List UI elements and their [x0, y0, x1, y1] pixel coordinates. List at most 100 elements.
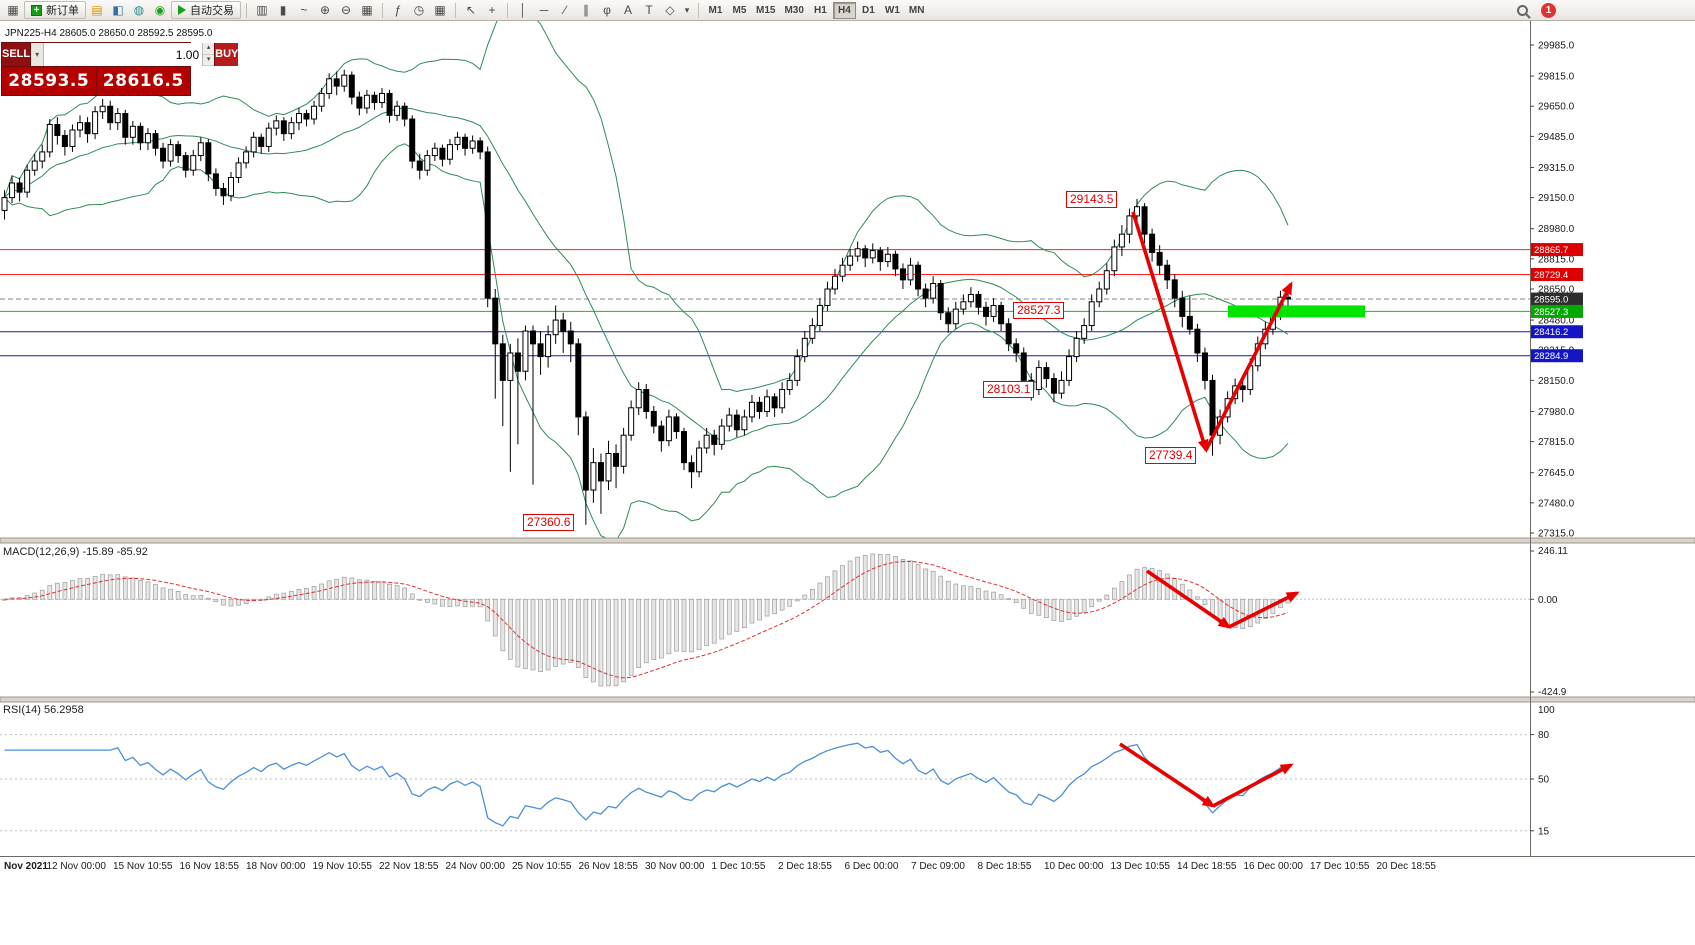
svg-text:8 Dec 18:55: 8 Dec 18:55 [978, 861, 1032, 872]
svg-text:16 Dec 00:00: 16 Dec 00:00 [1244, 861, 1304, 872]
hlines-layer [0, 249, 1530, 357]
channel-icon[interactable]: ∥ [583, 2, 589, 17]
navigator-icon[interactable]: ◍ [133, 2, 145, 17]
svg-text:27480.0: 27480.0 [1538, 498, 1575, 509]
candlestick-icon[interactable]: ▮ [279, 2, 287, 17]
svg-text:Nov 2021: Nov 2021 [4, 861, 48, 872]
one-click-trading-panel: SELL ▾ ▴▾ BUY 28593.5 28616.5 [1, 42, 239, 96]
svg-text:29815.0: 29815.0 [1538, 72, 1575, 83]
svg-text:17 Dec 10:55: 17 Dec 10:55 [1310, 861, 1370, 872]
toolbar-separator [455, 2, 456, 18]
text-icon[interactable]: A [623, 2, 632, 17]
svg-text:28150.0: 28150.0 [1538, 376, 1575, 387]
line-chart-icon[interactable]: ~ [300, 2, 308, 17]
timeframe-m1[interactable]: M1 [704, 2, 727, 19]
vertical-line-icon[interactable]: │ [519, 2, 527, 17]
templates-icon[interactable]: ▦ [434, 2, 446, 17]
svg-text:28815.0: 28815.0 [1538, 254, 1575, 265]
svg-text:18 Nov 00:00: 18 Nov 00:00 [246, 861, 306, 872]
timeframe-d1[interactable]: D1 [857, 2, 880, 19]
spin-up-icon[interactable]: ▴ [203, 43, 215, 55]
trendline-icon[interactable]: ∕ [563, 2, 566, 17]
zone-layer [1228, 305, 1365, 318]
timeframe-mn[interactable]: MN [905, 2, 929, 19]
svg-text:29150.0: 29150.0 [1538, 193, 1575, 204]
timeframe-m15[interactable]: M15 [752, 2, 779, 19]
new-order-label: 新订单 [46, 5, 79, 17]
fibonacci-icon[interactable]: φ [603, 2, 611, 17]
horizontal-line-icon[interactable]: ─ [539, 2, 549, 17]
svg-text:19 Nov 10:55: 19 Nov 10:55 [313, 861, 373, 872]
menu-icon[interactable]: ▦ [7, 2, 19, 17]
svg-text:246.11: 246.11 [1538, 546, 1568, 557]
timeframe-m5[interactable]: M5 [728, 2, 751, 19]
svg-text:28284.9: 28284.9 [1534, 351, 1568, 362]
svg-text:28865.7: 28865.7 [1534, 245, 1568, 256]
timeframe-w1[interactable]: W1 [881, 2, 904, 19]
macd-layer: 246.11 0.00 -424.9 [0, 546, 1568, 698]
svg-text:28729.4: 28729.4 [1534, 270, 1568, 281]
svg-text:20 Dec 18:55: 20 Dec 18:55 [1377, 861, 1437, 872]
svg-text:80: 80 [1538, 730, 1550, 741]
spin-down-icon[interactable]: ▾ [203, 54, 215, 66]
svg-text:27645.0: 27645.0 [1538, 468, 1575, 479]
profiles-icon[interactable]: ◧ [112, 2, 124, 17]
timeframe-h4[interactable]: H4 [832, 1, 856, 19]
svg-text:29315.0: 29315.0 [1538, 163, 1575, 174]
svg-text:26 Nov 18:55: 26 Nov 18:55 [579, 861, 639, 872]
chart-title: JPN225-H4 28605.0 28650.0 28592.5 28595.… [1, 27, 217, 40]
volume-input[interactable] [44, 43, 203, 66]
macd-indicator-label: MACD(12,26,9) -15.89 -85.92 [3, 546, 148, 558]
cursor-icon[interactable]: ↖ [465, 2, 477, 17]
toolbar-separator [246, 2, 247, 18]
svg-text:28416.2: 28416.2 [1534, 327, 1568, 338]
svg-text:29985.0: 29985.0 [1538, 41, 1575, 52]
svg-text:-424.9: -424.9 [1538, 687, 1567, 698]
zoom-in-icon[interactable]: ⊕ [319, 2, 331, 17]
volume-dropdown-icon[interactable]: ▾ [31, 43, 45, 66]
sell-button[interactable]: SELL [2, 43, 31, 66]
buy-price[interactable]: 28616.5 [96, 67, 190, 95]
autotrade-label: 自动交易 [190, 5, 234, 17]
label-icon[interactable]: T [645, 2, 653, 17]
timeframe-toolbar: M1 M5 M15 M30 H1 H4 D1 W1 MN [704, 1, 929, 19]
svg-text:27315.0: 27315.0 [1538, 529, 1575, 540]
directory-icon[interactable]: ▤ [91, 2, 103, 17]
main-toolbar: ▦ + 新订单 ▤ ◧ ◍ ◉ 自动交易 ▥ ▮ ~ ⊕ ⊖ ▦ ƒ ◷ ▦ ↖… [0, 0, 1695, 21]
new-order-icon: + [31, 4, 42, 16]
svg-text:29485.0: 29485.0 [1538, 132, 1575, 143]
terminal-icon[interactable]: ◉ [154, 2, 166, 17]
svg-text:27815.0: 27815.0 [1538, 437, 1575, 448]
svg-text:50: 50 [1538, 775, 1550, 786]
volume-spinner[interactable]: ▴ ▾ [202, 43, 215, 66]
svg-text:28980.0: 28980.0 [1538, 224, 1575, 235]
tile-windows-icon[interactable]: ▦ [361, 2, 373, 17]
svg-text:13 Dec 10:55: 13 Dec 10:55 [1111, 861, 1171, 872]
svg-text:25 Nov 10:55: 25 Nov 10:55 [512, 861, 572, 872]
svg-text:30 Nov 00:00: 30 Nov 00:00 [645, 861, 705, 872]
bar-chart-icon[interactable]: ▥ [256, 2, 268, 17]
sell-price[interactable]: 28593.5 [2, 67, 97, 95]
timeframe-m30[interactable]: M30 [780, 2, 807, 19]
autotrade-button[interactable]: 自动交易 [171, 1, 241, 19]
svg-text:16 Nov 18:55: 16 Nov 18:55 [180, 861, 240, 872]
trend-arrows-layer [1119, 211, 1300, 808]
search-icon[interactable] [1517, 4, 1528, 16]
svg-text:29650.0: 29650.0 [1538, 102, 1575, 113]
svg-text:0.00: 0.00 [1538, 595, 1558, 606]
buy-button[interactable]: BUY [215, 43, 239, 66]
candles-layer [1, 69, 1291, 525]
zoom-out-icon[interactable]: ⊖ [340, 2, 352, 17]
crosshair-icon[interactable]: + [488, 2, 496, 17]
arrows-dropdown-icon[interactable]: ▾ [684, 4, 690, 15]
shapes-icon[interactable]: ◇ [665, 2, 675, 17]
svg-text:100: 100 [1538, 705, 1555, 716]
period-icon[interactable]: ◷ [413, 2, 425, 17]
timeframe-h1[interactable]: H1 [809, 2, 832, 19]
svg-text:24 Nov 00:00: 24 Nov 00:00 [446, 861, 506, 872]
svg-text:27980.0: 27980.0 [1538, 407, 1575, 418]
indicators-icon[interactable]: ƒ [394, 2, 402, 17]
new-order-button[interactable]: + 新订单 [24, 1, 86, 19]
notification-badge[interactable]: 1 [1541, 2, 1556, 18]
